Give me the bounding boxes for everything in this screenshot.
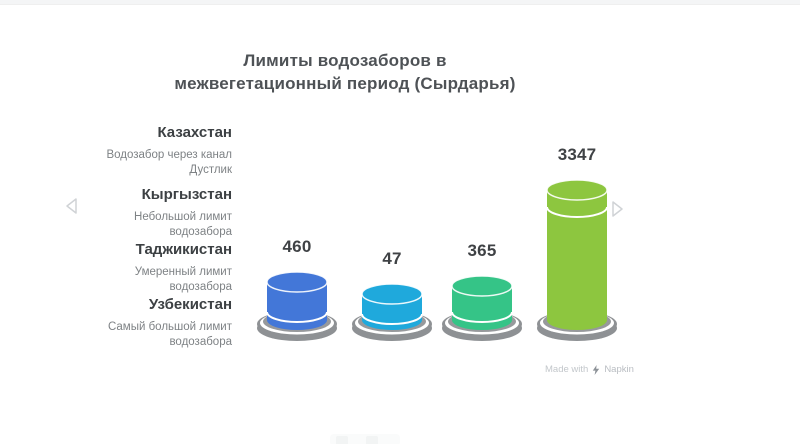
cylinder-bar-icon bbox=[257, 271, 337, 341]
top-strip bbox=[0, 0, 800, 5]
bar-column-Казахстан: 460 bbox=[245, 237, 349, 342]
country-label: Казахстан bbox=[157, 124, 232, 141]
bar-column-Кыргызстан: 47 bbox=[340, 249, 444, 342]
legend-group-uzbekistan: Узбекистан Самый большой лимит водозабор… bbox=[72, 296, 232, 350]
bar-column-Таджикистан: 365 bbox=[430, 241, 534, 342]
bar-value-label: 47 bbox=[382, 249, 402, 268]
toolbar-blob bbox=[366, 436, 378, 444]
legend-group-kyrgyzstan: Кыргызстан Небольшой лимит водозабора bbox=[72, 186, 232, 240]
bar-column-Узбекистан: 3347 bbox=[525, 145, 629, 342]
legend-group-kazakhstan: Казахстан Водозабор через канал Дустлик bbox=[72, 124, 232, 178]
cylinder-bar-icon bbox=[352, 283, 432, 341]
legend-group-tajikistan: Таджикистан Умеренный лимит водозабора bbox=[72, 241, 232, 295]
cylinder-bar-icon bbox=[537, 179, 617, 341]
bottom-toolbar-remnant bbox=[330, 434, 400, 444]
napkin-watermark-link[interactable]: Made with Napkin bbox=[545, 364, 634, 375]
country-description: Умеренный лимит водозабора bbox=[134, 266, 232, 294]
carousel-next-button[interactable] bbox=[608, 199, 626, 219]
watermark-prefix: Made with bbox=[545, 364, 589, 375]
napkin-logo-icon bbox=[593, 364, 600, 375]
chevron-right-icon bbox=[612, 201, 623, 217]
cylinder-bar-icon bbox=[442, 275, 522, 341]
country-label: Таджикистан bbox=[135, 241, 232, 258]
chevron-left-icon bbox=[66, 198, 77, 214]
country-label: Кыргызстан bbox=[141, 186, 232, 203]
bar-value-label: 460 bbox=[282, 237, 312, 256]
bar-value-label: 3347 bbox=[557, 145, 597, 164]
country-description: Самый большой лимит водозабора bbox=[107, 321, 232, 349]
chart-title: Лимиты водозаборов в межвегетационный пе… bbox=[174, 51, 516, 93]
country-description: Водозабор через канал Дустлик bbox=[106, 149, 232, 177]
bar-value-label: 365 bbox=[467, 241, 497, 260]
watermark-brand: Napkin bbox=[604, 364, 634, 375]
country-label: Узбекистан bbox=[148, 296, 232, 313]
carousel-prev-button[interactable] bbox=[63, 196, 81, 216]
country-description: Небольшой лимит водозабора bbox=[134, 211, 232, 239]
toolbar-blob bbox=[336, 436, 348, 444]
